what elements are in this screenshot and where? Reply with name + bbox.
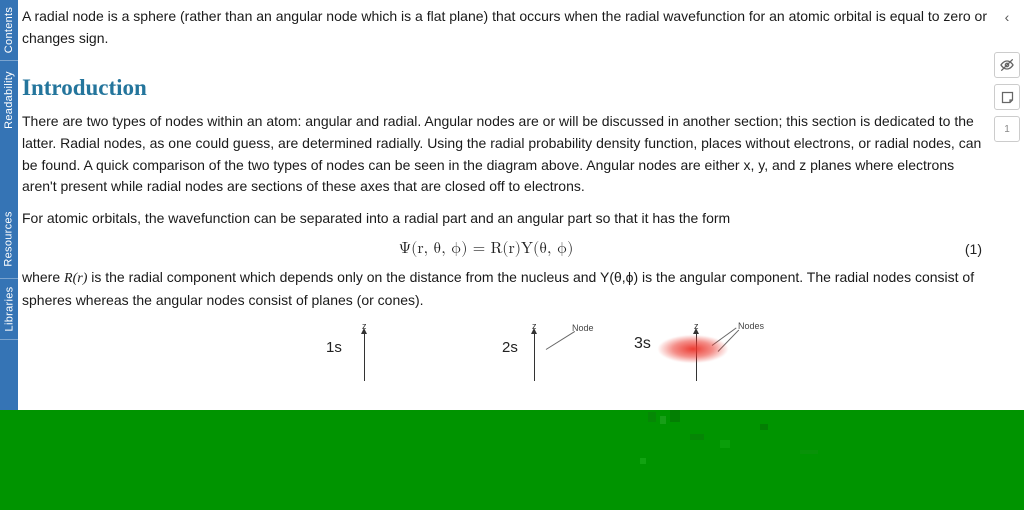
annotation-button[interactable]: [994, 84, 1020, 110]
orbital-label-1s: 1s: [326, 339, 342, 356]
wavefunction-equation: Ψ(r, θ, ϕ) = R(r)Y(θ, ϕ): [22, 240, 950, 259]
article-content: A radial node is a sphere (rather than a…: [18, 0, 994, 409]
node-label-3s: Nodes: [738, 321, 764, 331]
equation-number: (1): [950, 241, 990, 257]
orbital-label-3s: 3s: [634, 335, 651, 353]
intro-paragraph-1: There are two types of nodes within an a…: [22, 111, 990, 198]
chevron-left-icon: ‹: [1005, 9, 1010, 25]
lead-paragraph-truncated: A radial node is a sphere (rather than a…: [22, 6, 990, 49]
intro-paragraph-3: where R(r) is the radial component which…: [22, 267, 990, 311]
corrupted-region: [0, 410, 1024, 510]
eye-off-icon: [999, 57, 1015, 73]
orbital-label-2s: 2s: [502, 339, 518, 356]
axis-arrow-1s: [364, 333, 365, 381]
intro-paragraph-2: For atomic orbitals, the wavefunction ca…: [22, 208, 990, 230]
sidebar-tab-readability[interactable]: Readability: [0, 60, 18, 138]
toggle-visibility-button[interactable]: [994, 52, 1020, 78]
sidebar-tab-resources[interactable]: Resources: [0, 200, 18, 278]
sticky-note-icon: [1000, 90, 1015, 105]
collapse-button[interactable]: ‹: [994, 4, 1020, 30]
equation-row: Ψ(r, θ, ϕ) = R(r)Y(θ, ϕ) (1): [22, 240, 990, 259]
page-indicator[interactable]: 1: [994, 116, 1020, 142]
axis-arrow-2s: [534, 333, 535, 381]
math-inline-rr: R(r): [64, 271, 87, 286]
orbital-3s-density: [658, 335, 728, 363]
section-heading-introduction: Introduction: [22, 75, 990, 101]
sidebar-tab-libraries[interactable]: Libraries: [0, 278, 18, 340]
node-pointer-2s: [546, 331, 575, 350]
orbital-figure: 1s z 2s z Node 3s z Nodes: [22, 321, 990, 401]
sidebar-tab-contents[interactable]: Contents: [0, 0, 18, 60]
